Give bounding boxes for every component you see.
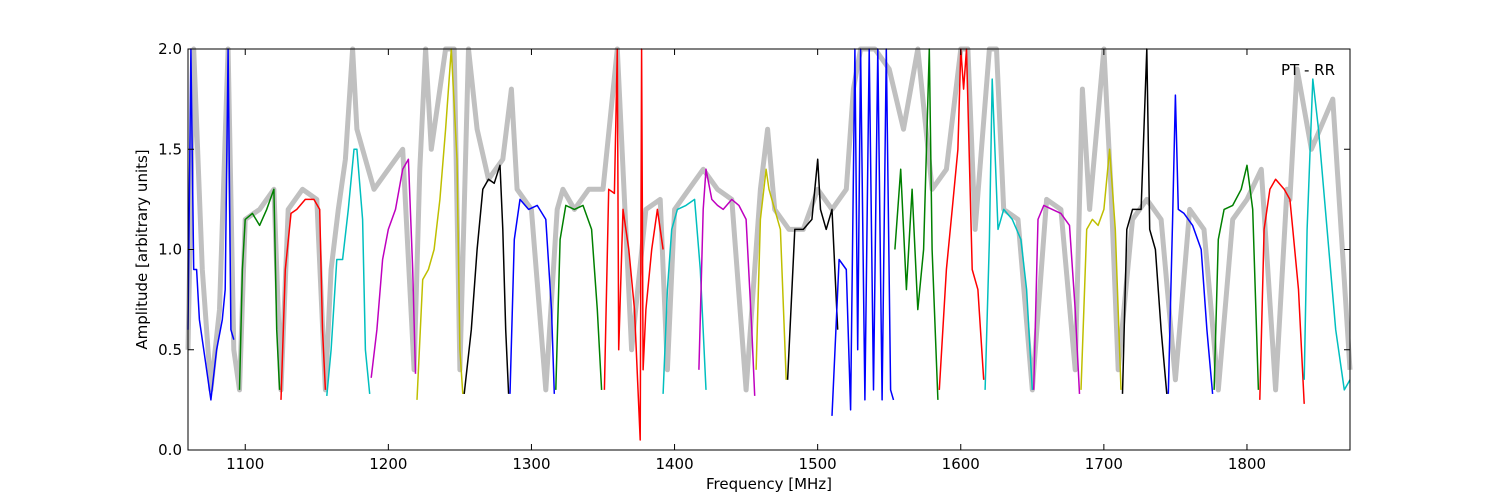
chart-annotation: PT - RR (1281, 61, 1335, 79)
series-line-23 (1213, 164, 1260, 390)
x-tick-label: 1600 (942, 455, 980, 473)
y-axis-ticks: 0.0 0.5 1.0 1.5 2.0 (158, 40, 1350, 459)
series-line-14 (786, 158, 839, 380)
series-line-18 (984, 78, 1034, 390)
series-line-12 (698, 168, 756, 396)
series-line-19 (1032, 204, 1081, 394)
series-line-24 (1259, 178, 1305, 404)
background-trace-layer (185, 46, 1353, 393)
y-tick-label: 1.5 (158, 140, 182, 158)
y-tick-label: 2.0 (158, 40, 182, 58)
series-line-6 (416, 48, 464, 400)
series-line-3 (280, 198, 327, 400)
series-line-25 (1303, 78, 1351, 391)
x-tick-label: 1400 (655, 455, 693, 473)
series-line-9 (555, 204, 603, 390)
series-line-11 (662, 198, 707, 394)
series-line-10 (603, 48, 664, 441)
y-tick-label: 0.5 (158, 341, 182, 359)
series-line-2 (238, 188, 281, 390)
x-tick-label: 1300 (512, 455, 550, 473)
series-line-13 (755, 168, 787, 380)
series-layer (187, 48, 1351, 441)
series-line-17 (938, 48, 985, 390)
x-tick-label: 1500 (799, 455, 837, 473)
y-tick-label: 1.0 (158, 241, 182, 259)
background-trace (185, 46, 1353, 393)
series-line-8 (509, 198, 556, 394)
y-tick-label: 0.0 (158, 441, 182, 459)
series-line-4 (326, 148, 371, 396)
x-tick-label: 1200 (369, 455, 407, 473)
x-tick-label: 1700 (1085, 455, 1123, 473)
x-axis-ticks: 1100 1200 1300 1400 1500 1600 1700 1800 (226, 49, 1266, 473)
x-tick-label: 1100 (226, 455, 264, 473)
x-tick-label: 1800 (1228, 455, 1266, 473)
series-line-7 (463, 164, 510, 394)
x-axis-label: Frequency [MHz] (706, 475, 832, 493)
y-axis-label: Amplitude [arbitrary units] (133, 149, 151, 349)
series-line-5 (370, 158, 417, 378)
series-line-15 (831, 48, 895, 416)
series-line-22 (1167, 94, 1214, 394)
series-line-16 (894, 48, 939, 400)
series-line-20 (1080, 148, 1122, 390)
